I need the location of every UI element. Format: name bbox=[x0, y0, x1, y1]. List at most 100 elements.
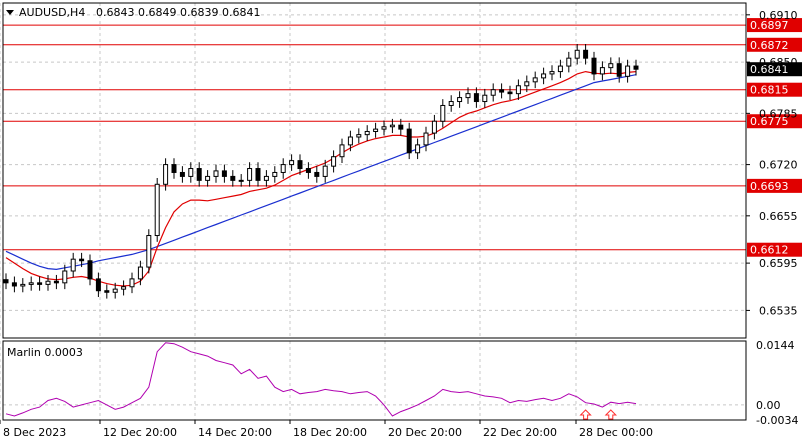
current-price-box bbox=[747, 62, 802, 77]
level-label-2: 0.6815 bbox=[750, 84, 789, 97]
candle-body-32 bbox=[272, 171, 278, 177]
candle-body-20 bbox=[171, 164, 177, 173]
candle-body-68 bbox=[574, 49, 580, 59]
moving-averages bbox=[5, 70, 637, 287]
x-tick-label-5: 22 Dec 20:00 bbox=[483, 426, 557, 439]
level-box-3 bbox=[747, 114, 802, 129]
candle-body-63 bbox=[532, 77, 538, 83]
candle-body-25 bbox=[213, 170, 219, 177]
candle-body-16 bbox=[137, 266, 143, 280]
x-tick-label-1: 12 Dec 20:00 bbox=[103, 426, 177, 439]
y-tick-label-5: 0.6595 bbox=[759, 257, 798, 270]
candle-body-36 bbox=[305, 168, 311, 173]
oscillator-panel bbox=[5, 342, 637, 420]
candle-body-6 bbox=[53, 280, 59, 284]
candle-body-55 bbox=[465, 93, 471, 99]
candle-body-3 bbox=[28, 282, 34, 285]
candle-body-70 bbox=[591, 57, 597, 75]
indicator-label: Marlin 0.0003 bbox=[7, 346, 83, 359]
candle-body-21 bbox=[179, 171, 185, 177]
candle-body-61 bbox=[515, 85, 521, 95]
candle-body-27 bbox=[230, 175, 236, 181]
candle-body-46 bbox=[389, 124, 395, 128]
x-tick-label-6: 28 Dec 00:00 bbox=[579, 426, 653, 439]
candle-body-56 bbox=[473, 93, 479, 103]
candle-body-26 bbox=[221, 170, 227, 177]
oscillator-line bbox=[5, 342, 637, 417]
candle-body-71 bbox=[599, 67, 605, 75]
candle-body-73 bbox=[616, 63, 622, 77]
candle-body-62 bbox=[524, 81, 530, 87]
chart-frame bbox=[2, 2, 747, 421]
candle-body-53 bbox=[448, 101, 454, 106]
symbol-dropdown-icon[interactable] bbox=[6, 10, 14, 15]
level-label-1: 0.6872 bbox=[750, 39, 789, 52]
symbol-timeframe: AUDUSD,H4 bbox=[19, 6, 85, 19]
candle-body-50 bbox=[423, 132, 429, 146]
candle-body-58 bbox=[490, 89, 496, 96]
osc-tick-label-0: 0.0144 bbox=[756, 339, 795, 352]
candle-body-10 bbox=[87, 260, 93, 280]
candle-body-30 bbox=[255, 168, 261, 181]
candle-body-41 bbox=[347, 136, 353, 146]
level-label-0: 0.6897 bbox=[750, 19, 789, 32]
candle-body-39 bbox=[331, 156, 337, 167]
candle-body-13 bbox=[112, 288, 118, 293]
candle-body-74 bbox=[625, 65, 631, 77]
candle-body-47 bbox=[398, 124, 404, 130]
candle-body-1 bbox=[11, 282, 17, 287]
y-tick-label-3: 0.6720 bbox=[759, 159, 798, 172]
candle-body-9 bbox=[79, 258, 85, 262]
candle-body-35 bbox=[297, 160, 303, 170]
support-resistance-levels: 0.6897 0.6872 0.6815 0.6775 0.6693 0.6612 0.68… bbox=[3, 18, 802, 257]
candle-body-11 bbox=[95, 278, 101, 292]
x-tick-label-2: 14 Dec 20:00 bbox=[198, 426, 272, 439]
up-arrow-icon-1 bbox=[604, 409, 618, 420]
candle-body-2 bbox=[20, 283, 26, 287]
candle-body-45 bbox=[381, 126, 387, 130]
osc-tick-label-2: -0.0034 bbox=[756, 414, 798, 427]
level-box-4 bbox=[747, 178, 802, 193]
y-tick-label-1: 0.6850 bbox=[759, 56, 798, 69]
candle-body-29 bbox=[247, 168, 253, 181]
candle-body-65 bbox=[549, 71, 555, 75]
level-label-4: 0.6693 bbox=[750, 180, 789, 193]
candle-body-24 bbox=[205, 175, 211, 181]
grid bbox=[0, 3, 746, 420]
ma-slow-line bbox=[5, 74, 637, 271]
candle-body-66 bbox=[557, 65, 563, 73]
candle-body-33 bbox=[280, 164, 286, 173]
ohlc-values: 0.6843 0.6849 0.6839 0.6841 bbox=[96, 6, 260, 19]
x-tick-label-0: 8 Dec 2023 bbox=[3, 426, 66, 439]
candle-body-44 bbox=[373, 128, 379, 132]
candle-body-49 bbox=[415, 144, 421, 154]
axes: 0.6910 0.6850 0.6785 0.6720 0.6655 0.6595 0.65… bbox=[0, 9, 798, 439]
candle-body-15 bbox=[129, 278, 135, 288]
candle-body-23 bbox=[196, 168, 202, 181]
level-box-1 bbox=[747, 37, 802, 52]
osc-tick-label-1: 0.00 bbox=[756, 399, 781, 412]
candle-body-52 bbox=[440, 104, 446, 122]
candle-body-42 bbox=[356, 134, 362, 138]
candle-body-0 bbox=[3, 279, 9, 284]
oscillator-panel-frame bbox=[2, 340, 747, 421]
candle-body-4 bbox=[37, 282, 43, 285]
candle-body-12 bbox=[104, 290, 110, 293]
level-box-0 bbox=[747, 18, 802, 33]
candle-body-57 bbox=[482, 94, 488, 103]
up-arrow-icon-0 bbox=[579, 409, 592, 420]
y-tick-label-4: 0.6655 bbox=[759, 210, 798, 223]
candle-body-48 bbox=[406, 128, 412, 154]
y-tick-label-2: 0.6785 bbox=[759, 107, 798, 120]
candle-body-28 bbox=[238, 179, 244, 182]
level-label-3: 0.6775 bbox=[750, 115, 789, 128]
current-price-label: 0.6841 bbox=[750, 63, 789, 76]
candle-body-22 bbox=[188, 168, 194, 177]
price-panel-frame bbox=[2, 2, 747, 339]
y-tick-label-0: 0.6910 bbox=[759, 9, 798, 22]
ma-fast-line bbox=[5, 70, 637, 287]
level-box-2 bbox=[747, 82, 802, 97]
candle-body-54 bbox=[457, 97, 463, 103]
candle-body-34 bbox=[289, 160, 295, 166]
